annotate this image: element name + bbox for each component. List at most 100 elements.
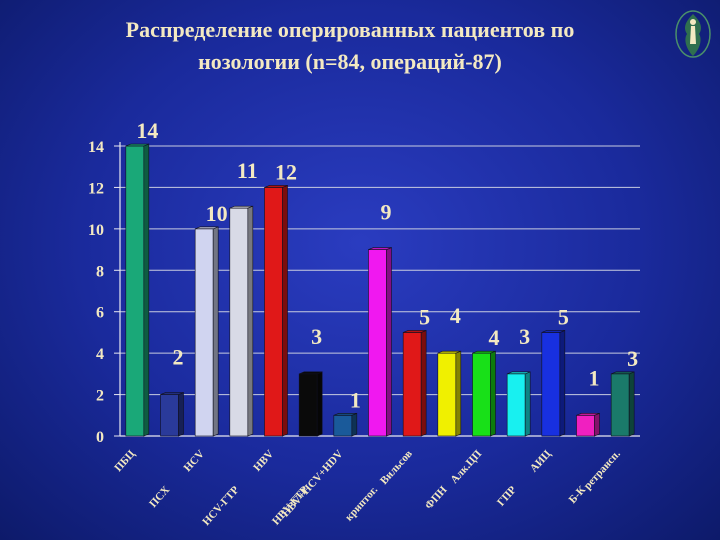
y-tick-label: 12 xyxy=(88,180,104,197)
bar-top xyxy=(507,371,531,375)
value-label: 5 xyxy=(419,304,430,329)
bar xyxy=(576,412,600,437)
bar xyxy=(229,205,254,437)
value-label: 3 xyxy=(519,324,530,349)
bar-front xyxy=(402,332,422,437)
x-tick-label: криптог. xyxy=(343,484,380,524)
x-tick-label: ПСХ xyxy=(147,484,172,510)
bar xyxy=(368,247,392,437)
title-line-2: нозологии (n=84, операций-87) xyxy=(198,49,502,74)
bar-side xyxy=(316,371,323,437)
bar-side xyxy=(247,205,254,437)
bar-side xyxy=(212,226,219,437)
bar-top xyxy=(125,143,149,147)
value-label: 2 xyxy=(173,345,184,370)
y-tick-label: 14 xyxy=(88,139,104,156)
bar-front xyxy=(506,373,526,437)
bar xyxy=(541,329,566,437)
x-tick-label: АИЦ xyxy=(528,448,554,475)
bar-top xyxy=(541,330,565,333)
bar-front xyxy=(125,145,145,437)
bar-top xyxy=(195,226,219,230)
y-tick-label: 6 xyxy=(96,305,104,322)
bar-side xyxy=(386,247,392,437)
bar xyxy=(437,350,462,437)
value-label: 11 xyxy=(237,158,258,183)
bar-top xyxy=(160,392,184,395)
logo-icon xyxy=(675,10,711,58)
bar-front xyxy=(333,414,353,437)
value-label: 5 xyxy=(558,304,569,329)
bar-front xyxy=(298,373,318,437)
x-tick-label: Алк.ЦП xyxy=(448,448,484,486)
bar-top xyxy=(368,247,392,250)
value-label: 9 xyxy=(381,200,392,225)
bar-side xyxy=(524,371,531,437)
value-label: 3 xyxy=(311,324,322,349)
bar-side xyxy=(420,329,427,437)
bar-front xyxy=(368,249,387,437)
bar xyxy=(125,143,150,437)
value-label: 1 xyxy=(589,365,600,390)
bar-side xyxy=(455,350,462,437)
value-label: 12 xyxy=(275,159,297,184)
bar xyxy=(472,350,496,437)
bar xyxy=(194,226,219,437)
bar-top xyxy=(264,185,288,188)
bar-side xyxy=(628,371,635,437)
bar-front xyxy=(264,187,283,437)
bar-front xyxy=(541,332,561,437)
x-tick-label: HBV xyxy=(251,448,276,474)
x-tick-label: HCV xyxy=(182,448,207,474)
bar-side xyxy=(282,184,288,437)
x-tick-label: ПБЦ xyxy=(112,448,138,474)
y-tick-label: 4 xyxy=(96,346,104,363)
x-axis-labels: ПБЦПСХHCVHCV-ГТРHBVHBV-ГТРHBV+HCV+HDVкри… xyxy=(112,448,623,528)
bar-front xyxy=(160,394,179,437)
y-tick-label: 0 xyxy=(96,429,104,446)
x-tick-label: HBV+HCV+HDV xyxy=(280,448,346,519)
chart-title: Распределение оперированных пациентов по… xyxy=(40,14,660,78)
bar-top xyxy=(333,412,357,416)
y-tick-label: 8 xyxy=(96,263,104,280)
bar-top xyxy=(403,330,427,333)
bar-side xyxy=(559,329,566,437)
value-label: 3 xyxy=(627,346,638,371)
y-tick-label: 10 xyxy=(88,222,104,239)
bar-side xyxy=(178,392,184,437)
bar-front xyxy=(437,352,457,437)
x-tick-label: ретрансп. xyxy=(582,448,624,492)
bar-front xyxy=(229,207,249,437)
bar xyxy=(333,412,358,437)
x-tick-label: HCV-ГТР xyxy=(200,484,241,528)
bar-top xyxy=(472,350,496,354)
bar-side xyxy=(594,412,600,437)
bar-side xyxy=(351,412,358,437)
x-tick-label: ФПН xyxy=(423,484,450,512)
bar-side xyxy=(143,143,150,437)
bar xyxy=(298,371,323,437)
bar xyxy=(610,371,635,437)
bar-front xyxy=(472,352,491,437)
bars xyxy=(125,143,635,437)
y-tick-label: 2 xyxy=(96,388,104,405)
title-line-1: Распределение оперированных пациентов по xyxy=(125,17,575,42)
value-label: 10 xyxy=(206,201,228,226)
bar xyxy=(264,184,288,437)
bar-top xyxy=(229,205,253,209)
bar xyxy=(160,392,184,437)
value-label: 1 xyxy=(350,387,361,412)
value-label: 4 xyxy=(489,325,500,350)
x-tick-label: Вильсов xyxy=(378,448,415,487)
bar-top xyxy=(576,412,600,416)
bar-front xyxy=(576,414,595,437)
value-label: 4 xyxy=(450,303,461,328)
bar-side xyxy=(490,350,496,437)
bar-top xyxy=(437,350,461,354)
value-label: 14 xyxy=(136,118,158,143)
bar-top xyxy=(611,371,635,375)
bar-top xyxy=(299,371,323,375)
